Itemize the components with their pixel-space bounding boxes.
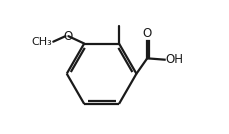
Text: CH₃: CH₃ bbox=[32, 37, 52, 47]
Text: O: O bbox=[63, 30, 73, 43]
Text: OH: OH bbox=[165, 53, 183, 66]
Text: O: O bbox=[141, 27, 150, 40]
